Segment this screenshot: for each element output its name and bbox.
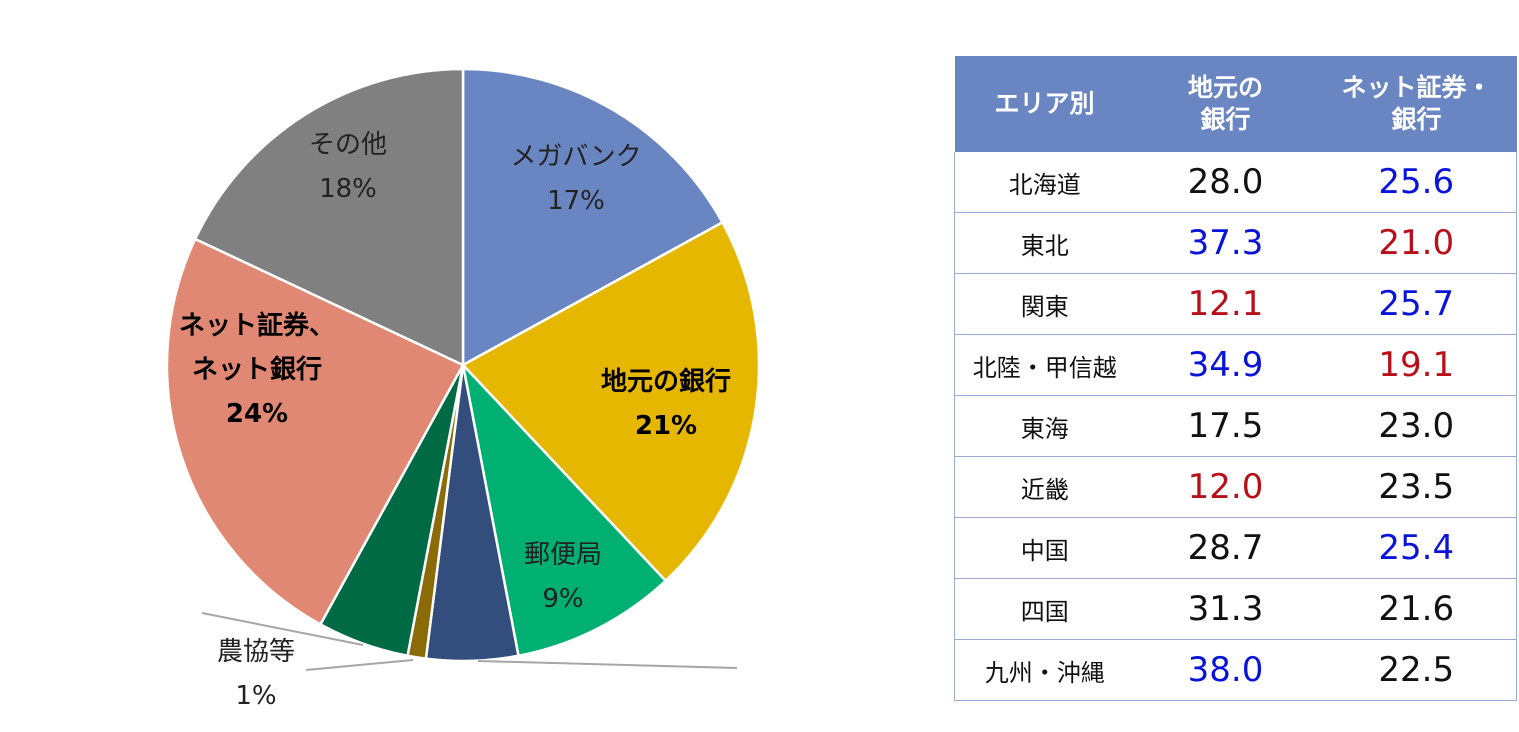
slice-percent: 21% — [635, 411, 697, 441]
cell-local-bank: 34.9 — [1134, 334, 1317, 396]
pie-slice — [461, 67, 725, 368]
slice-percent: 17% — [547, 186, 605, 216]
table-row: 九州・沖縄 38.0 22.5 — [954, 639, 1517, 701]
table-row: 関東 12.1 25.7 — [954, 273, 1517, 335]
table-row: 四国 31.3 21.6 — [954, 578, 1517, 640]
slice-label: 農協等 1% — [217, 637, 295, 711]
leader-lines — [201, 612, 738, 671]
cell-local-bank: 12.0 — [1134, 456, 1317, 518]
table-row: 近畿 12.0 23.5 — [954, 456, 1517, 518]
leader-line-farmers — [201, 612, 364, 646]
slice-label: 地元の銀行 21% — [601, 366, 731, 441]
cell-net-bank: 25.7 — [1316, 273, 1517, 335]
cell-area: 近畿 — [954, 456, 1135, 518]
slice-label: メガバンク 17% — [510, 142, 641, 216]
region-table: エリア別 地元の 銀行 ネット証券・ 銀行 北海道 28.0 25.6 東北 37.3 2… — [954, 56, 1517, 701]
cell-net-bank: 25.4 — [1316, 517, 1517, 579]
slice-percent: 1% — [235, 681, 276, 711]
cell-area: 東海 — [954, 395, 1135, 457]
cell-area: 関東 — [954, 273, 1135, 335]
slice-label: ネット証券、ネット銀行 24% — [179, 310, 335, 429]
leader-line-navy — [477, 660, 738, 669]
cell-area: 北海道 — [954, 152, 1135, 213]
pie-chart: メガバンク 17% 地元の銀行 21% 郵便局 9% 農協等 1% ネット証券、ネット銀行 24%… — [165, 67, 761, 711]
cell-net-bank: 21.0 — [1316, 212, 1517, 274]
table-row: 北陸・甲信越 34.9 19.1 — [954, 334, 1517, 396]
pie-slice — [460, 361, 668, 658]
cell-net-bank: 21.6 — [1316, 578, 1517, 640]
slice-percent: 18% — [319, 174, 377, 204]
cell-area: 北陸・甲信越 — [954, 334, 1135, 396]
cell-net-bank: 22.5 — [1316, 639, 1517, 701]
slice-percent: 24% — [226, 399, 288, 429]
pie-slice — [165, 237, 465, 627]
cell-net-bank: 23.5 — [1316, 456, 1517, 518]
header-net-bank: ネット証券・ 銀行 — [1316, 56, 1517, 152]
cell-local-bank: 38.0 — [1134, 639, 1317, 701]
cell-net-bank: 23.0 — [1316, 395, 1517, 457]
table-row: 東北 37.3 21.0 — [954, 212, 1517, 274]
pie-slices — [165, 67, 761, 663]
cell-local-bank: 28.0 — [1134, 152, 1317, 213]
slice-label: その他 18% — [309, 130, 387, 204]
header-area: エリア別 — [954, 56, 1135, 152]
cell-local-bank: 12.1 — [1134, 273, 1317, 335]
table-header-row: エリア別 地元の 銀行 ネット証券・ 銀行 — [954, 56, 1517, 152]
pie-slice — [193, 67, 465, 367]
slice-label: 郵便局 9% — [524, 540, 602, 614]
pie-slice — [460, 220, 761, 583]
cell-local-bank: 28.7 — [1134, 517, 1317, 579]
slice-percent: 9% — [542, 584, 583, 614]
table-row: 中国 28.7 25.4 — [954, 517, 1517, 579]
cell-area: 東北 — [954, 212, 1135, 274]
table-row: 東海 17.5 23.0 — [954, 395, 1517, 457]
header-local-bank: 地元の 銀行 — [1134, 56, 1317, 152]
cell-area: 中国 — [954, 517, 1135, 579]
cell-net-bank: 25.6 — [1316, 152, 1517, 213]
cell-local-bank: 31.3 — [1134, 578, 1317, 640]
cell-area: 九州・沖縄 — [954, 639, 1135, 701]
cell-local-bank: 17.5 — [1134, 395, 1317, 457]
cell-area: 四国 — [954, 578, 1135, 640]
pie-labels: メガバンク 17% 地元の銀行 21% 郵便局 9% 農協等 1% ネット証券、ネット銀行 24%… — [179, 130, 731, 711]
leader-line-farmers-tail — [305, 659, 414, 671]
cell-local-bank: 37.3 — [1134, 212, 1317, 274]
table-row: 北海道 28.0 25.6 — [954, 152, 1517, 213]
cell-net-bank: 19.1 — [1316, 334, 1517, 396]
